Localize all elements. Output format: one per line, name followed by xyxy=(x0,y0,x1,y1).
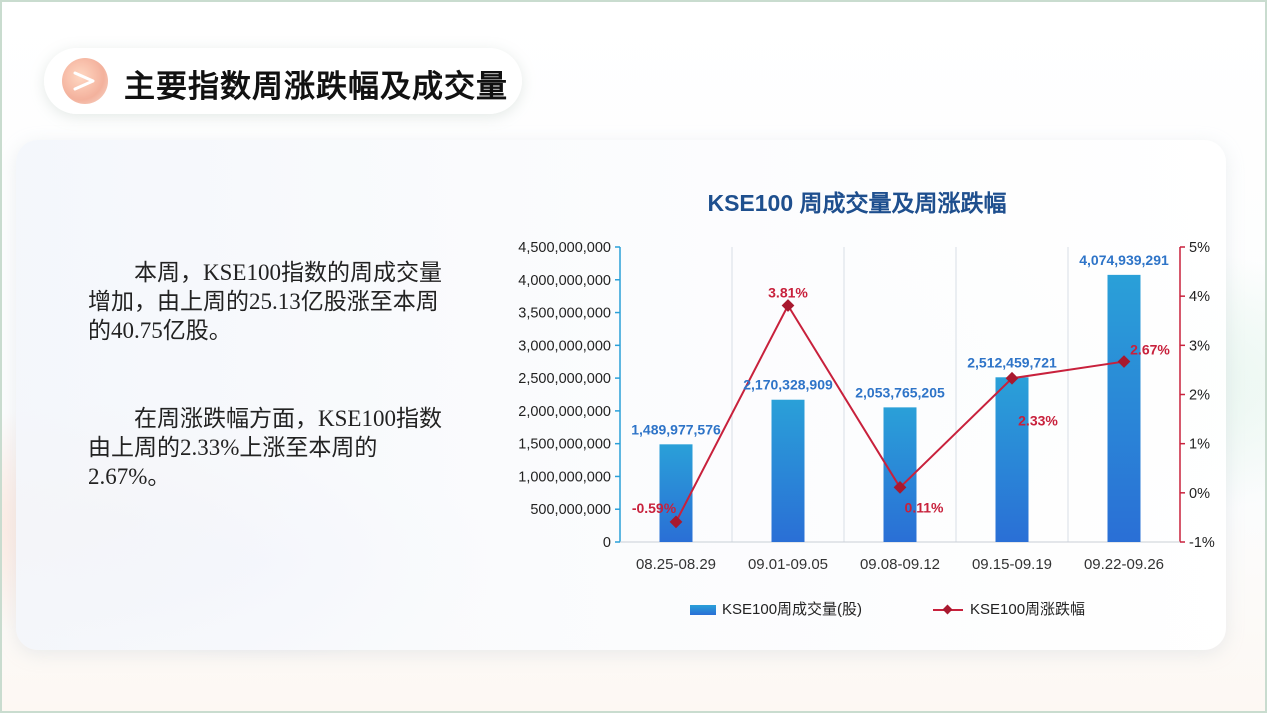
volume-bar-label: 2,170,328,909 xyxy=(743,377,833,393)
x-axis-tick-label: 08.25-08.29 xyxy=(636,556,716,573)
right-axis-tick-label: -1% xyxy=(1189,535,1215,551)
x-axis-tick-label: 09.15-09.19 xyxy=(972,556,1052,573)
legend-item-change: KSE100周涨跌幅 xyxy=(932,598,1085,619)
right-axis-tick-label: 4% xyxy=(1189,289,1210,305)
volume-bar xyxy=(995,377,1029,542)
chart-axes: 0 500,000,000 1,000,000,000 1,500,000,000 2,… xyxy=(518,240,1215,573)
right-axis-tick-label: 3% xyxy=(1189,338,1210,354)
volume-bar xyxy=(771,399,805,542)
x-axis-tick-label: 09.08-09.12 xyxy=(860,556,940,573)
chart-title: KSE100 周成交量及周涨跌幅 xyxy=(707,190,1007,216)
right-axis-tick-label: 2% xyxy=(1189,388,1210,404)
left-axis-tick-label: 500,000,000 xyxy=(530,502,611,518)
left-axis-tick-label: 1,500,000,000 xyxy=(518,437,611,453)
x-axis-tick-label: 09.01-09.05 xyxy=(748,556,828,573)
chart-grid xyxy=(731,247,1069,542)
left-axis-tick-label: 3,000,000,000 xyxy=(518,338,611,354)
left-axis-tick-label: 4,500,000,000 xyxy=(518,240,611,256)
legend-bar-swatch xyxy=(690,605,716,616)
change-point-marker xyxy=(781,299,795,312)
change-point-label: 2.67% xyxy=(1130,342,1170,358)
data-labels: 1,489,977,576 2,170,328,909 2,053,765,205 2… xyxy=(631,252,1170,516)
volume-bar-label: 1,489,977,576 xyxy=(631,421,721,437)
change-point-label: -0.59% xyxy=(632,500,677,516)
legend-line-swatch xyxy=(933,604,963,615)
change-point-label: 3.81% xyxy=(768,285,808,301)
change-point-label: 2.33% xyxy=(1018,412,1058,428)
left-axis-tick-label: 4,000,000,000 xyxy=(518,273,611,289)
legend-label-volume: KSE100周成交量(股) xyxy=(722,601,863,618)
summary-paragraph-volume: 本周，KSE100指数的周成交量增加，由上周的25.13亿股涨至本周的40.75… xyxy=(88,260,442,343)
legend-item-volume: KSE100周成交量(股) xyxy=(690,598,862,619)
left-axis-tick-label: 3,500,000,000 xyxy=(518,306,611,322)
x-axis-tick-label: 09.22-09.26 xyxy=(1084,556,1164,573)
chevron-right-icon xyxy=(62,58,108,104)
summary-paragraph-change: 在周涨跌幅方面，KSE100指数由上周的2.33%上涨至本周的2.67%。 xyxy=(88,406,442,489)
right-axis-tick-label: 0% xyxy=(1189,486,1210,502)
change-point-label: 0.11% xyxy=(905,499,944,515)
page-title: 主要指数周涨跌幅及成交量 xyxy=(124,69,508,104)
title-banner: 主要指数周涨跌幅及成交量 xyxy=(44,48,522,114)
right-axis-tick-label: 1% xyxy=(1189,437,1210,453)
volume-bar-label: 4,074,939,291 xyxy=(1079,252,1169,268)
left-axis-tick-label: 2,000,000,000 xyxy=(518,404,611,420)
legend-label-change: KSE100周涨跌幅 xyxy=(970,601,1086,618)
right-axis-tick-label: 5% xyxy=(1189,240,1210,256)
volume-bar-label: 2,053,765,205 xyxy=(855,384,945,400)
volume-bar-label: 2,512,459,721 xyxy=(967,354,1057,370)
left-axis-tick-label: 0 xyxy=(603,535,611,551)
left-axis-tick-label: 2,500,000,000 xyxy=(518,371,611,387)
left-axis-tick-label: 1,000,000,000 xyxy=(518,469,611,485)
bar-series xyxy=(659,274,1141,542)
volume-bar xyxy=(883,407,917,542)
volume-bar xyxy=(1107,274,1141,542)
